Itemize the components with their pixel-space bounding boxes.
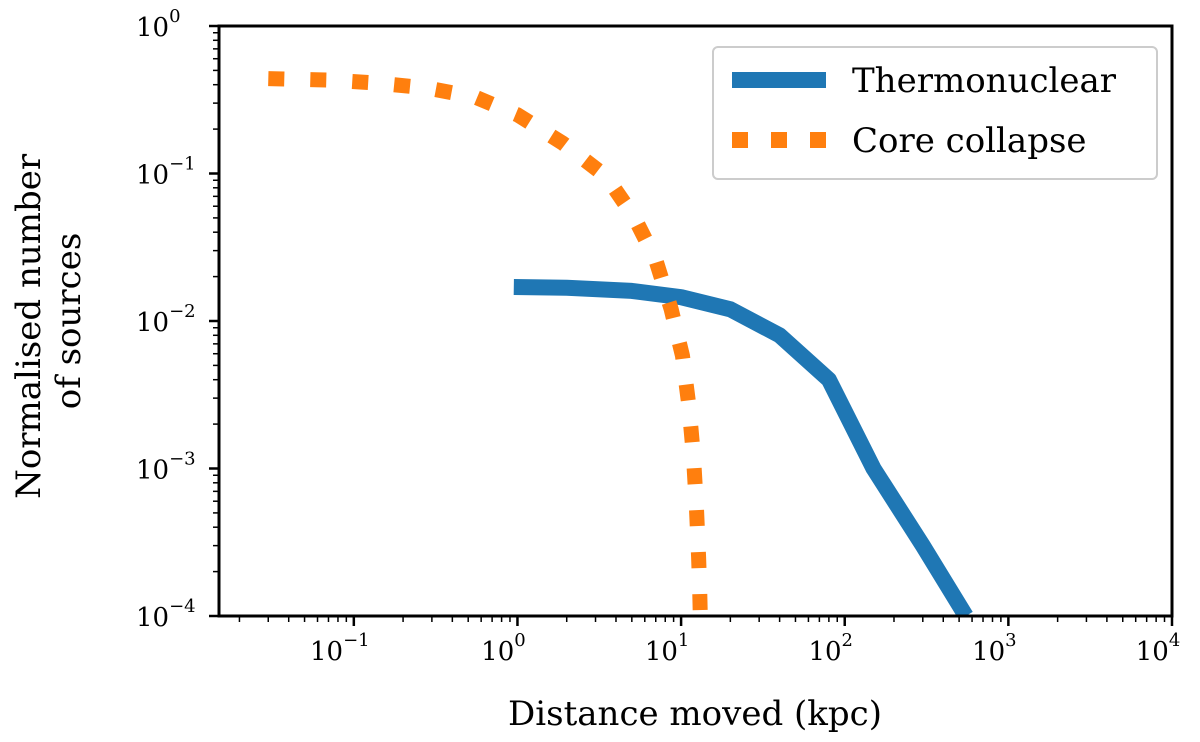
x-tick-label-5: 104 (1136, 630, 1181, 667)
y-tick-label-4: 10−4 (136, 596, 196, 633)
y-tick-label-0: 100 (136, 6, 181, 43)
x-tick-label-3: 102 (808, 630, 853, 667)
x-tick-label-4: 103 (972, 630, 1017, 667)
x-tick-label-2: 101 (645, 630, 690, 667)
legend-label-thermonuclear: Thermonuclear (852, 61, 1117, 101)
y-axis-label: Normalised number of sources (9, 143, 89, 499)
y-tick-label-2: 10−2 (136, 301, 196, 338)
x-axis-label: Distance moved (kpc) (508, 694, 882, 734)
y-tick-label-3: 10−3 (136, 449, 196, 486)
y-axis-label-line-2: of sources (49, 233, 89, 410)
y-tick-label-1: 10−1 (136, 154, 196, 191)
y-axis-label-line-1: Normalised number (9, 153, 49, 499)
series-core-collapse (268, 71, 708, 616)
legend: Thermonuclear Core collapse (712, 46, 1158, 180)
series-thermonuclear (513, 279, 973, 616)
x-axis: 10−1 100 101 102 103 104 (310, 616, 1180, 667)
x-tick-label-1: 100 (481, 630, 526, 667)
x-tick-label-0: 10−1 (310, 630, 370, 667)
series-layer (268, 71, 973, 616)
y-axis: 100 10−1 10−2 10−3 10−4 (136, 6, 219, 633)
legend-label-core-collapse: Core collapse (852, 121, 1087, 161)
minor-ticks (213, 31, 1166, 622)
